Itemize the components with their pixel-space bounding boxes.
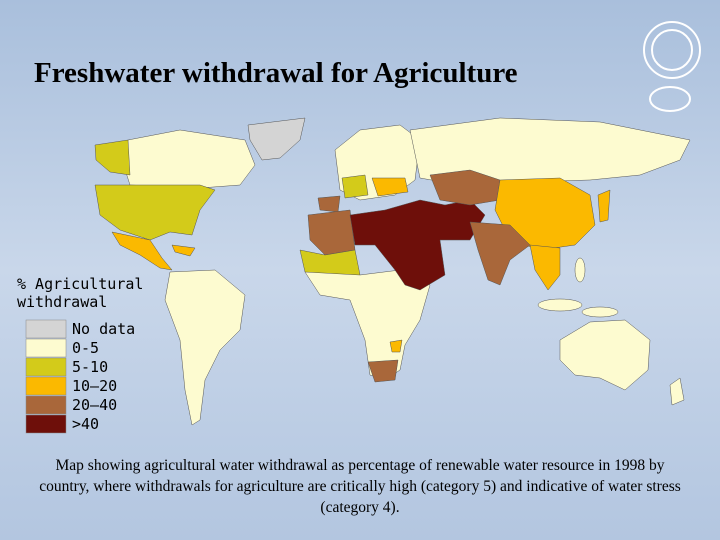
- legend-swatch: [25, 338, 67, 358]
- legend-swatch: [25, 376, 67, 396]
- legend-label: 20–40: [72, 396, 117, 414]
- legend-label: >40: [72, 415, 99, 433]
- legend-title: % Agricultural: [17, 275, 143, 293]
- world-map: [94, 117, 691, 426]
- legend-label: No data: [72, 320, 135, 338]
- legend-swatch: [25, 395, 67, 415]
- legend-title: withdrawal: [17, 293, 107, 311]
- caption: Map showing agricultural water withdrawa…: [39, 457, 681, 516]
- legend-label: 5-10: [72, 358, 108, 376]
- legend-label: 0-5: [72, 339, 99, 357]
- legend-swatch: [25, 357, 67, 377]
- legend-swatch: [25, 319, 67, 339]
- fao-logo: [643, 21, 701, 112]
- legend-swatch: [25, 414, 67, 434]
- title: Freshwater withdrawal for Agriculture: [34, 57, 518, 89]
- legend-label: 10–20: [72, 377, 117, 395]
